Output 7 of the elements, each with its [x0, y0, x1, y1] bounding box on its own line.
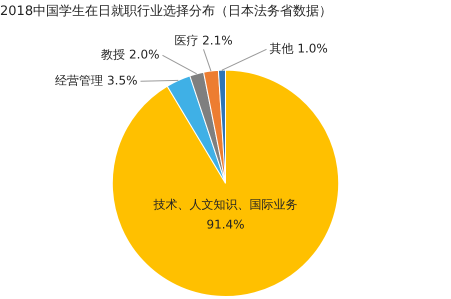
slice-label: 技术、人文知识、国际业务	[152, 197, 298, 212]
slice-label: 经营管理 3.5%	[55, 73, 138, 88]
slice-label: 其他 1.0%	[270, 41, 328, 56]
slice-label: 教授 2.0%	[101, 47, 160, 62]
slice-label: 医疗 2.1%	[174, 33, 233, 48]
chart-title: 2018中国学生在日就职行业选择分布（日本法务省数据）	[0, 4, 332, 20]
data-label: 91.4%	[206, 217, 245, 232]
